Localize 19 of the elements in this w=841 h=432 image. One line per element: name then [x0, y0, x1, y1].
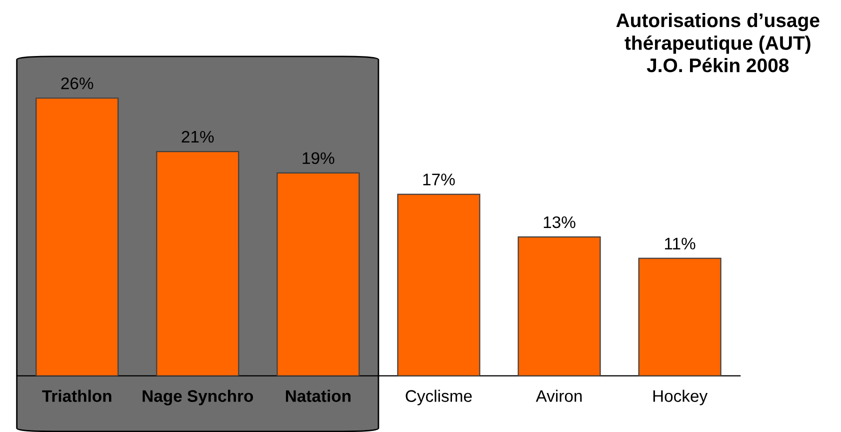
data-label: 11%	[665, 238, 696, 250]
data-label: 21%	[182, 130, 214, 143]
x-tick-label: Hockey	[653, 390, 708, 406]
data-label: 19%	[302, 152, 334, 164]
x-tick-label: Nage Synchro	[142, 390, 254, 406]
x-tick-label: Cyclisme	[406, 390, 472, 406]
bar	[156, 150, 240, 376]
bar	[518, 236, 601, 376]
x-tick-label: Natation	[286, 390, 350, 402]
bar	[397, 194, 480, 376]
bar	[638, 258, 722, 376]
x-tick-label: Aviron	[536, 390, 582, 402]
data-label: 17%	[423, 174, 455, 186]
bar	[36, 98, 119, 376]
data-label: 13%	[544, 216, 576, 228]
bar	[276, 172, 360, 376]
x-tick-label: Triathlon	[42, 390, 112, 402]
chart-title: Autorisations d’usage thérapeutique (AUT) J.O. Pékin 2008	[616, 12, 820, 72]
data-label: 26%	[61, 77, 94, 90]
